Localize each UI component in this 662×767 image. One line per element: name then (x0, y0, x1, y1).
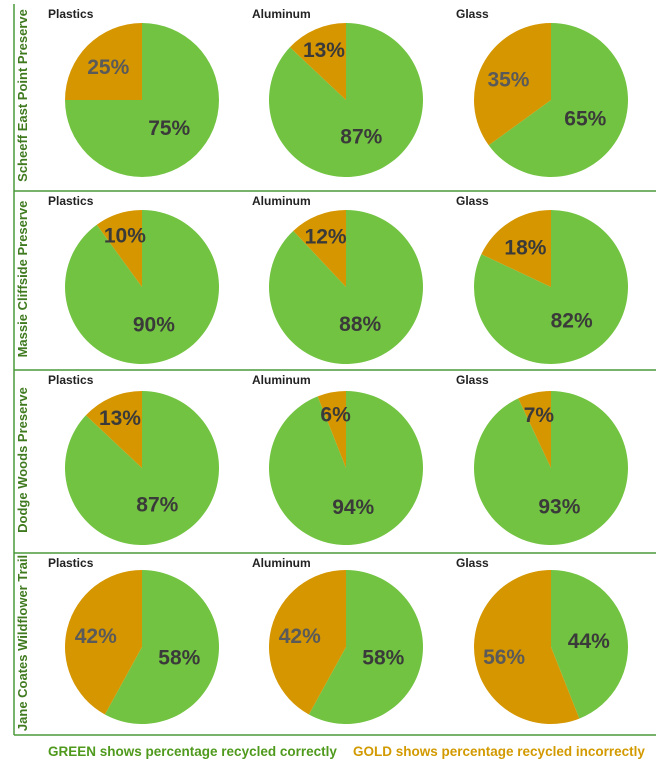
pie-title-aluminum: Aluminum (252, 373, 311, 387)
pie-title-aluminum: Aluminum (252, 556, 311, 570)
data-label-incorrect: 7% (524, 404, 555, 427)
location-label-scheeff-east-point-preserve: Scheeff East Point Preserve (15, 9, 30, 182)
data-label-correct: 75% (148, 117, 190, 140)
legend-incorrect: GOLD shows percentage recycled incorrect… (353, 744, 645, 759)
pie-slice-incorrect (269, 570, 346, 715)
data-label-incorrect: 42% (75, 625, 117, 648)
pie-slice-incorrect (65, 23, 142, 100)
pie-title-aluminum: Aluminum (252, 7, 311, 21)
location-label-massie-cliffside-preserve: Massie Cliffside Preserve (15, 201, 30, 358)
data-label-correct: 94% (332, 496, 374, 519)
pie-slice-incorrect (65, 570, 142, 715)
pie-title-glass: Glass (456, 556, 489, 570)
pie-title-glass: Glass (456, 373, 489, 387)
data-label-correct: 58% (158, 647, 200, 670)
pie-slice-correct (268, 210, 423, 364)
data-label-incorrect: 6% (320, 404, 351, 427)
pie-title-aluminum: Aluminum (252, 194, 311, 208)
location-label-jane-coates-wildflower-trail: Jane Coates Wildflower Trail (15, 555, 30, 731)
pie-slice-correct (473, 391, 628, 545)
pie-slice-incorrect (96, 210, 142, 287)
pie-slice-incorrect (481, 210, 551, 287)
legend-correct: GREEN shows percentage recycled correctl… (48, 744, 337, 759)
data-label-incorrect: 12% (305, 225, 347, 248)
pie-slice-correct (551, 570, 628, 719)
pie-title-plastics: Plastics (48, 194, 94, 208)
data-label-incorrect: 10% (104, 224, 146, 247)
pie-slice-correct (268, 23, 423, 178)
pie-title-plastics: Plastics (48, 556, 94, 570)
pie-title-plastics: Plastics (48, 7, 94, 21)
data-label-incorrect: 35% (487, 68, 529, 91)
pie-title-glass: Glass (456, 7, 489, 21)
pie-slice-correct (488, 23, 628, 178)
data-label-incorrect: 13% (303, 39, 345, 62)
pie-slice-incorrect (317, 390, 346, 468)
pie-title-glass: Glass (456, 194, 489, 208)
data-label-incorrect: 56% (483, 646, 525, 669)
data-label-correct: 90% (133, 314, 175, 337)
pie-slice-incorrect (473, 23, 551, 146)
data-label-correct: 65% (564, 107, 606, 130)
data-label-correct: 87% (340, 125, 382, 148)
pie-slice-incorrect (293, 210, 346, 287)
pie-slice-correct (308, 570, 423, 724)
location-label-dodge-woods-preserve: Dodge Woods Preserve (15, 387, 30, 533)
data-label-incorrect: 18% (504, 237, 546, 260)
pie-slice-correct (104, 570, 220, 724)
data-label-incorrect: 42% (279, 625, 321, 648)
pie-slice-incorrect (518, 390, 551, 468)
pie-slice-correct (65, 391, 220, 545)
pie-slice-incorrect (473, 570, 580, 724)
pie-title-plastics: Plastics (48, 373, 94, 387)
data-label-correct: 88% (339, 313, 381, 336)
pie-slice-incorrect (289, 23, 346, 100)
data-label-correct: 58% (362, 647, 404, 670)
data-label-incorrect: 13% (99, 407, 141, 430)
data-label-correct: 82% (551, 310, 593, 333)
pie-slice-incorrect (85, 390, 142, 468)
data-label-correct: 44% (568, 630, 610, 653)
data-label-correct: 87% (136, 493, 178, 516)
data-label-incorrect: 25% (87, 56, 129, 79)
data-label-correct: 93% (538, 496, 580, 519)
